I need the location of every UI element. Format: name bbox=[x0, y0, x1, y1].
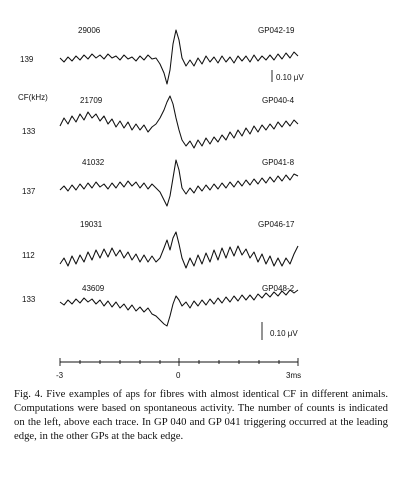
trace-id-label: GP040-4 bbox=[262, 96, 295, 105]
scale-bar-label: 0.10 μV bbox=[276, 73, 304, 82]
trace-group: 43609 GP048-2 133 0.10 μV bbox=[22, 284, 298, 340]
waveform-trace bbox=[59, 231, 299, 269]
waveform-trace bbox=[59, 95, 299, 149]
trace-count-label: 43609 bbox=[82, 284, 105, 293]
trace-group: 29006 GP042-19 139 0.10 μV bbox=[20, 26, 304, 85]
trace-group: 21709 GP040-4 133 bbox=[22, 95, 299, 149]
trace-cf-label: 133 bbox=[22, 127, 36, 136]
trace-count-label: 21709 bbox=[80, 96, 103, 105]
waveform-trace bbox=[59, 29, 299, 85]
trace-cf-label: 137 bbox=[22, 187, 36, 196]
figure: 29006 GP042-19 139 0.10 μV CF(kHz) 21709… bbox=[18, 26, 304, 380]
trace-cf-label: 139 bbox=[20, 55, 34, 64]
trace-group: 41032 GP041-8 137 bbox=[22, 158, 299, 207]
figure-caption: Fig. 4. Five examples of aps for fibres … bbox=[14, 388, 388, 444]
waveform-trace bbox=[59, 289, 299, 327]
time-axis: -3 0 3ms bbox=[56, 358, 301, 380]
axis-tick-label: -3 bbox=[56, 371, 64, 380]
trace-count-label: 19031 bbox=[80, 220, 103, 229]
trace-count-label: 41032 bbox=[82, 158, 105, 167]
trace-id-label: GP042-19 bbox=[258, 26, 295, 35]
cf-axis-header: CF(kHz) bbox=[18, 93, 48, 102]
trace-cf-label: 112 bbox=[22, 251, 35, 260]
waveform-trace bbox=[59, 159, 299, 207]
caption-text: Fig. 4. Five examples of aps for fibres … bbox=[14, 388, 388, 442]
trace-count-label: 29006 bbox=[78, 26, 101, 35]
axis-tick-label: 0 bbox=[176, 371, 181, 380]
trace-id-label: GP041-8 bbox=[262, 158, 295, 167]
trace-cf-label: 133 bbox=[22, 295, 36, 304]
trace-group: 19031 GP046-17 112 bbox=[22, 220, 299, 269]
trace-id-label: GP048-2 bbox=[262, 284, 295, 293]
axis-tick-label: 3ms bbox=[286, 371, 301, 380]
scale-bar-label: 0.10 μV bbox=[270, 329, 298, 338]
trace-id-label: GP046-17 bbox=[258, 220, 295, 229]
